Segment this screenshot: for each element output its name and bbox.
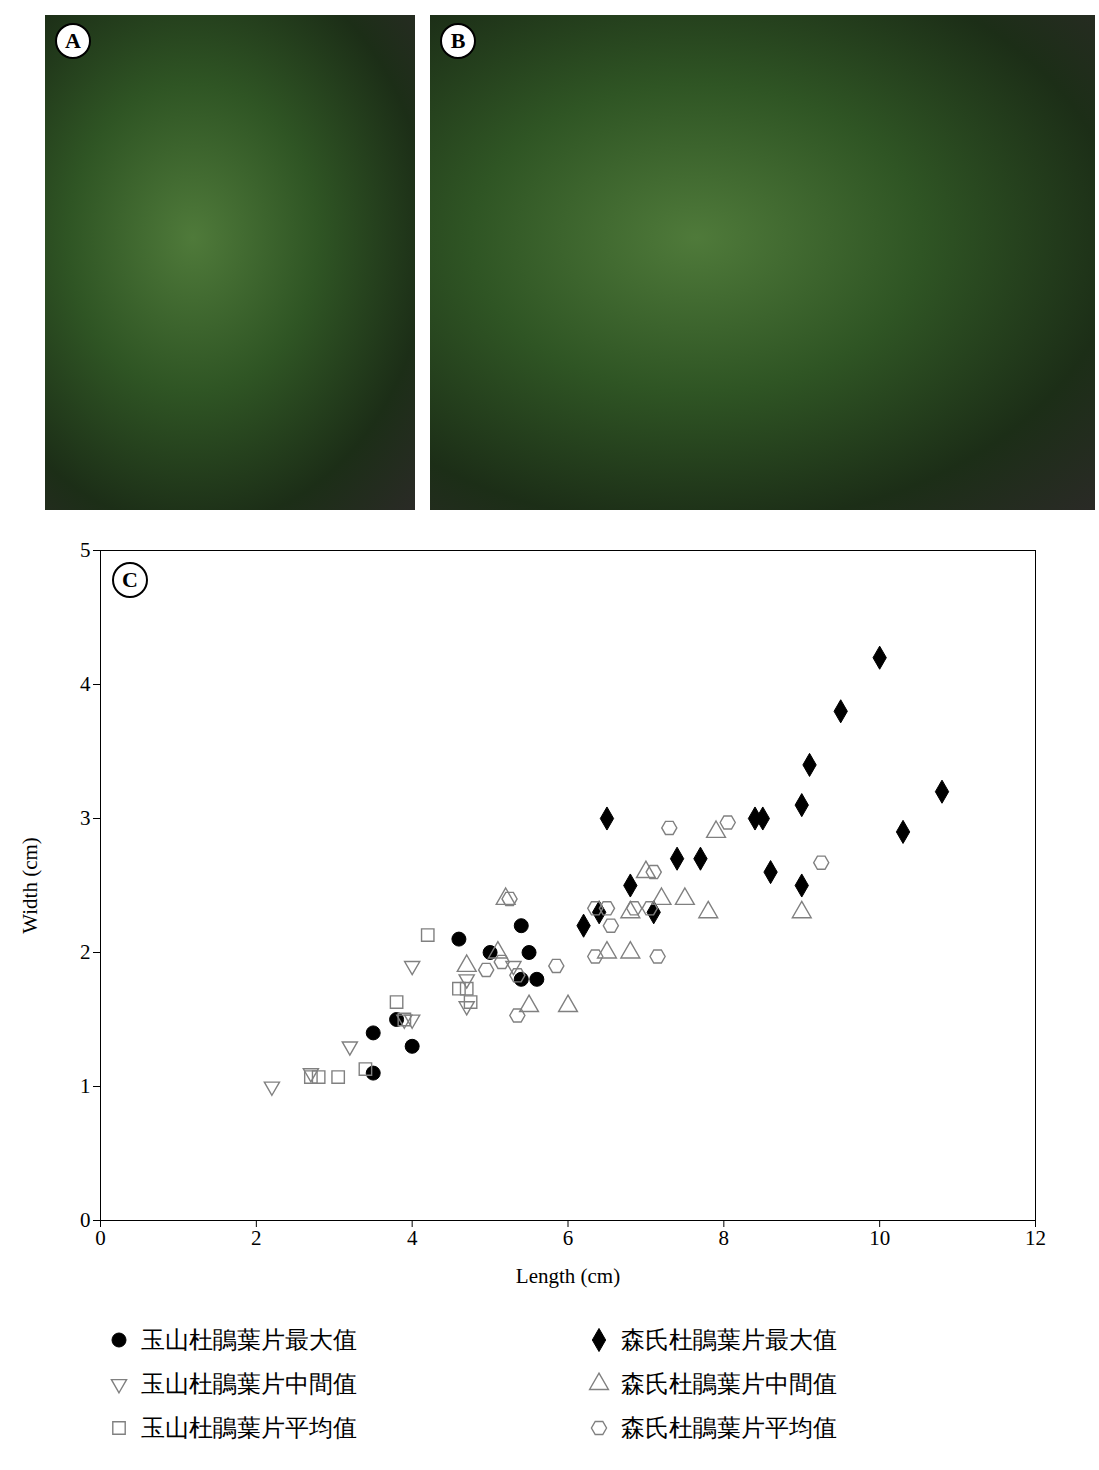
svg-text:Width (cm): Width (cm) — [18, 837, 42, 934]
svg-text:1: 1 — [80, 1074, 91, 1098]
html-text:玉山杜鵑葉片中間值: 玉山杜鵑葉片中間值 — [141, 1370, 357, 1398]
svg-text:Length (cm): Length (cm) — [516, 1264, 620, 1288]
svg-text:0: 0 — [95, 1226, 106, 1250]
html-text:C: C — [122, 567, 138, 592]
svg-text:2: 2 — [80, 940, 91, 964]
svg-text:4: 4 — [80, 672, 91, 696]
html-text:森氏杜鵑葉片最大值: 森氏杜鵑葉片最大值 — [621, 1326, 837, 1354]
svg-text:8: 8 — [719, 1226, 730, 1250]
html-text:A: A — [65, 28, 81, 53]
svg-text:4: 4 — [407, 1226, 418, 1250]
html-text:森氏杜鵑葉片中間值: 森氏杜鵑葉片中間值 — [621, 1370, 837, 1398]
svg-text:12: 12 — [1025, 1226, 1046, 1250]
html-text:B: B — [450, 28, 466, 53]
svg-text:6: 6 — [563, 1226, 574, 1250]
svg-text:0: 0 — [80, 1208, 91, 1232]
svg-text:3: 3 — [80, 806, 91, 830]
svg-text:2: 2 — [251, 1226, 261, 1250]
html-text:森氏杜鵑葉片平均值: 森氏杜鵑葉片平均值 — [621, 1414, 837, 1442]
svg-text:5: 5 — [80, 538, 91, 562]
html-text:玉山杜鵑葉片最大值: 玉山杜鵑葉片最大值 — [141, 1326, 357, 1354]
html-text:玉山杜鵑葉片平均值: 玉山杜鵑葉片平均值 — [141, 1414, 357, 1442]
svg-text:10: 10 — [869, 1226, 890, 1250]
